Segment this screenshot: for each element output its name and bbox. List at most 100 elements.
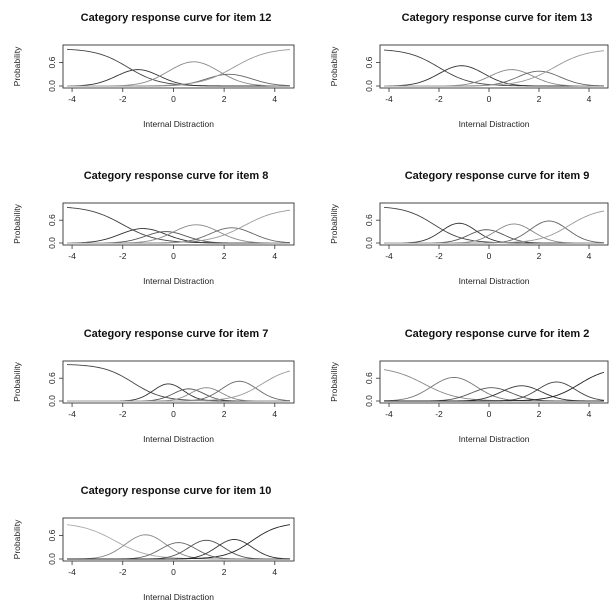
category-curve-6 <box>67 524 291 560</box>
x-tick-label: -2 <box>119 409 127 419</box>
x-tick-label: 0 <box>171 94 176 104</box>
y-axis-label: Probability <box>329 361 339 401</box>
y-tick-label: 0.0 <box>47 553 57 565</box>
chart-panel-item-4: Category response curve for item 7 -4 -2 0 2… <box>12 328 295 444</box>
plot-frame <box>379 202 609 246</box>
x-axis-label: Internal Distraction <box>459 276 530 286</box>
chart-title: Category response curve for item 12 <box>81 12 272 24</box>
chart-title: Category response curve for item 2 <box>405 328 590 340</box>
chart-panel-item-1: Category response curve for item 13 -4 -2 0… <box>329 12 609 129</box>
x-axis-label: Internal Distraction <box>143 276 214 286</box>
x-tick-label: 2 <box>537 94 542 104</box>
x-axis-label: Internal Distraction <box>143 434 214 444</box>
x-tick-label: 0 <box>487 94 492 104</box>
x-tick-label: -2 <box>435 94 443 104</box>
y-axis-label: Probability <box>12 519 22 559</box>
category-curve-6 <box>384 210 605 244</box>
y-tick-label: 0.0 <box>364 395 374 407</box>
y-tick-label: 0.0 <box>47 80 57 92</box>
category-curve-1 <box>66 207 290 244</box>
x-tick-label: 0 <box>171 567 176 577</box>
plot-frame <box>62 360 295 404</box>
category-curve-2 <box>66 228 290 244</box>
x-axis-label: Internal Distraction <box>143 592 214 602</box>
chart-panel-item-0: Category response curve for item 12 -4 -2 0… <box>12 12 295 129</box>
y-tick-label: 0.6 <box>364 214 374 226</box>
chart-title: Category response curve for item 10 <box>81 485 272 497</box>
category-curve-5 <box>384 50 605 87</box>
plot-frame <box>62 202 295 246</box>
y-tick-label: 0.0 <box>364 80 374 92</box>
category-curve-2 <box>66 534 290 560</box>
category-curve-5 <box>384 381 605 402</box>
x-tick-label: -4 <box>68 409 76 419</box>
x-tick-label: -4 <box>385 409 393 419</box>
category-curve-1 <box>383 49 604 87</box>
x-axis-label: Internal Distraction <box>459 119 530 129</box>
plot-frame <box>62 517 295 562</box>
y-tick-label: 0.6 <box>47 372 57 384</box>
category-curve-1 <box>383 206 604 244</box>
category-curve-3 <box>384 387 604 402</box>
y-tick-label: 0.0 <box>364 237 374 249</box>
category-curve-6 <box>67 370 291 402</box>
plot-frame <box>62 44 295 89</box>
chart-title: Category response curve for item 9 <box>405 170 590 182</box>
y-tick-label: 0.6 <box>364 56 374 68</box>
y-axis-label: Probability <box>12 203 22 243</box>
category-curve-2 <box>384 222 604 244</box>
x-tick-label: 4 <box>587 251 592 261</box>
category-curve-2 <box>383 65 604 87</box>
y-tick-label: 0.6 <box>47 56 57 68</box>
y-tick-label: 0.6 <box>47 529 57 541</box>
x-tick-label: 0 <box>171 251 176 261</box>
x-tick-label: -4 <box>385 251 393 261</box>
category-curve-6 <box>384 371 605 402</box>
x-tick-label: -4 <box>68 251 76 261</box>
x-axis-label: Internal Distraction <box>459 434 530 444</box>
x-tick-label: 0 <box>487 251 492 261</box>
chart-panel-item-6: Category response curve for item 10 -4 -2 0… <box>12 485 295 602</box>
x-tick-label: 4 <box>272 409 277 419</box>
chart-panel-item-2: Category response curve for item 8 -4 -2 0 2… <box>12 170 295 286</box>
y-tick-label: 0.6 <box>364 372 374 384</box>
y-axis-label: Probability <box>329 46 339 86</box>
x-tick-label: 4 <box>272 567 277 577</box>
x-tick-label: 4 <box>587 94 592 104</box>
x-tick-label: 2 <box>222 251 227 261</box>
y-axis-label: Probability <box>12 46 22 86</box>
category-curve-2 <box>66 69 290 87</box>
x-tick-label: 4 <box>272 251 277 261</box>
x-tick-label: 2 <box>222 409 227 419</box>
chart-title: Category response curve for item 8 <box>84 170 269 182</box>
x-tick-label: -2 <box>119 567 127 577</box>
x-tick-label: -2 <box>435 251 443 261</box>
category-curve-1 <box>66 364 290 402</box>
x-tick-label: -2 <box>119 94 127 104</box>
x-tick-label: 0 <box>487 409 492 419</box>
x-tick-label: 2 <box>537 251 542 261</box>
x-axis-label: Internal Distraction <box>143 119 214 129</box>
x-tick-label: 4 <box>272 94 277 104</box>
x-tick-label: 2 <box>537 409 542 419</box>
chart-panel-item-3: Category response curve for item 9 -4 -2 0 2… <box>329 170 609 286</box>
x-tick-label: 4 <box>587 409 592 419</box>
y-axis-label: Probability <box>12 361 22 401</box>
x-tick-label: 2 <box>222 567 227 577</box>
x-tick-label: -2 <box>119 251 127 261</box>
plot-frame <box>379 44 609 89</box>
plot-frame <box>379 360 609 404</box>
y-axis-label: Probability <box>329 203 339 243</box>
x-tick-label: -4 <box>68 94 76 104</box>
chart-title: Category response curve for item 7 <box>84 328 269 340</box>
y-tick-label: 0.0 <box>47 395 57 407</box>
x-tick-label: 2 <box>222 94 227 104</box>
y-tick-label: 0.0 <box>47 237 57 249</box>
category-curve-5 <box>67 49 291 87</box>
category-curve-6 <box>67 209 291 244</box>
x-tick-label: 0 <box>171 409 176 419</box>
x-tick-label: -4 <box>68 567 76 577</box>
y-tick-label: 0.6 <box>47 214 57 226</box>
x-tick-label: -2 <box>435 409 443 419</box>
